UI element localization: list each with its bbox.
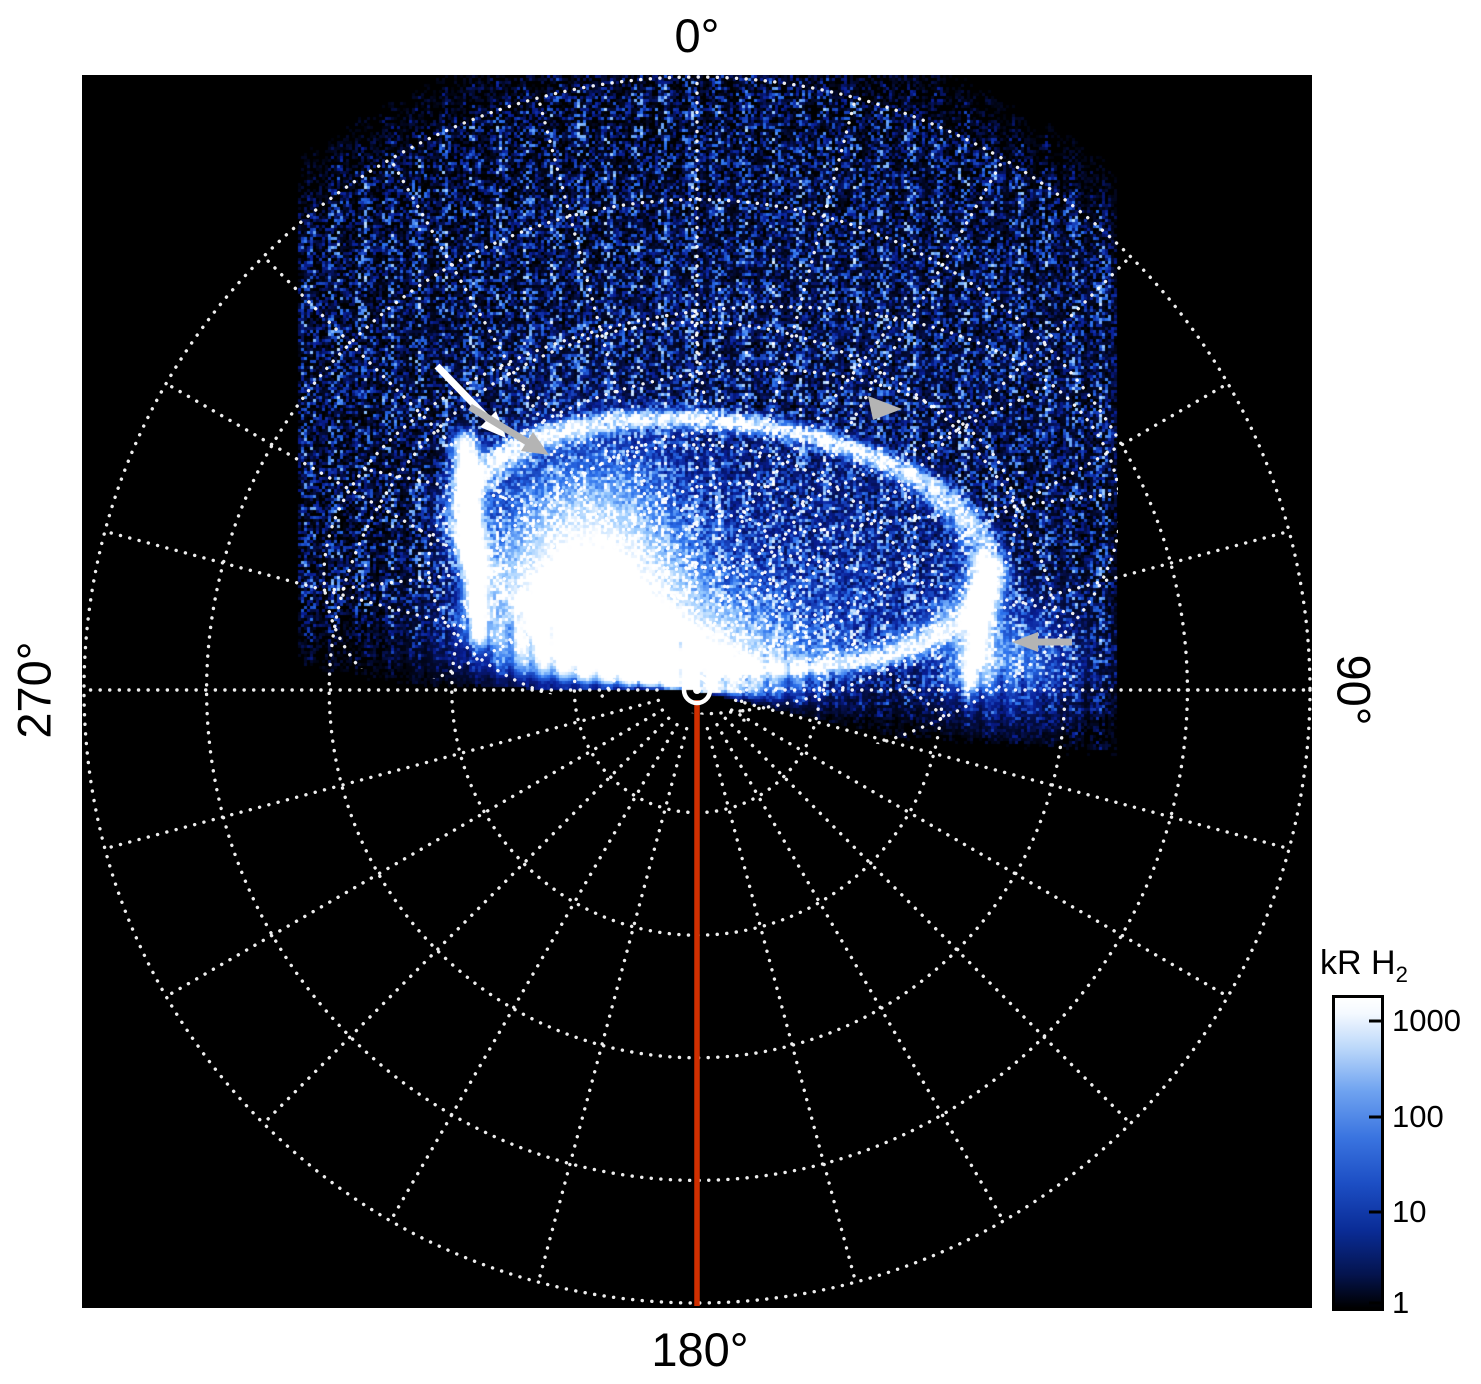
plot-area [82, 75, 1312, 1308]
angle-label-90: 90° [1327, 654, 1381, 726]
colorbar-title-subscript: 2 [1395, 961, 1408, 987]
colorbar-tickmark [1369, 1301, 1382, 1305]
emission-canvas [82, 75, 1312, 1308]
colorbar-tickmark [1369, 1115, 1382, 1119]
angle-label-270: 270° [7, 641, 61, 739]
colorbar-gradient [1332, 995, 1384, 1311]
colorbar-tick-100: 100 [1392, 1099, 1444, 1134]
angle-label-0: 0° [674, 9, 720, 62]
colorbar-tickmark [1369, 1210, 1382, 1214]
colorbar-title-text: kR H [1320, 944, 1396, 982]
colorbar-tick-10: 10 [1392, 1194, 1427, 1229]
colorbar-tickmark [1369, 1019, 1382, 1023]
angle-label-180: 180° [651, 1323, 749, 1376]
colorbar-tick-1000: 1000 [1392, 1003, 1461, 1038]
colorbar-title: kR H2 [1320, 944, 1408, 988]
colorbar-tick-1: 1 [1392, 1285, 1410, 1320]
